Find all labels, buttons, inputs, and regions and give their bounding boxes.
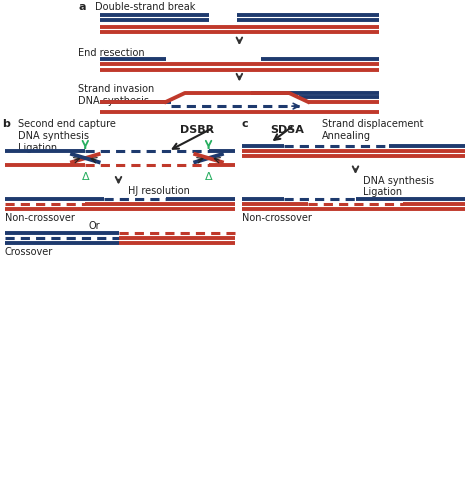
Text: End resection: End resection	[78, 48, 145, 58]
Text: Strand invasion
DNA synthesis: Strand invasion DNA synthesis	[78, 84, 155, 106]
Text: Non-crossover: Non-crossover	[5, 213, 74, 223]
Text: a: a	[78, 2, 86, 12]
Text: Crossover: Crossover	[5, 247, 53, 257]
Text: Non-crossover: Non-crossover	[242, 213, 311, 223]
Text: HJ resolution: HJ resolution	[128, 186, 190, 196]
Text: Or: Or	[89, 221, 100, 231]
Text: b: b	[2, 120, 10, 129]
Text: Second end capture
DNA synthesis
Ligation: Second end capture DNA synthesis Ligatio…	[18, 120, 116, 153]
Text: SDSA: SDSA	[270, 125, 304, 135]
Text: DSBR: DSBR	[180, 125, 214, 135]
Text: Double-strand break: Double-strand break	[95, 2, 195, 12]
Text: DNA synthesis
Ligation: DNA synthesis Ligation	[363, 176, 434, 197]
Text: Strand displacement
Annealing: Strand displacement Annealing	[322, 120, 424, 141]
Text: Δ: Δ	[82, 172, 89, 182]
Text: c: c	[242, 120, 248, 129]
Text: Δ: Δ	[205, 172, 212, 182]
